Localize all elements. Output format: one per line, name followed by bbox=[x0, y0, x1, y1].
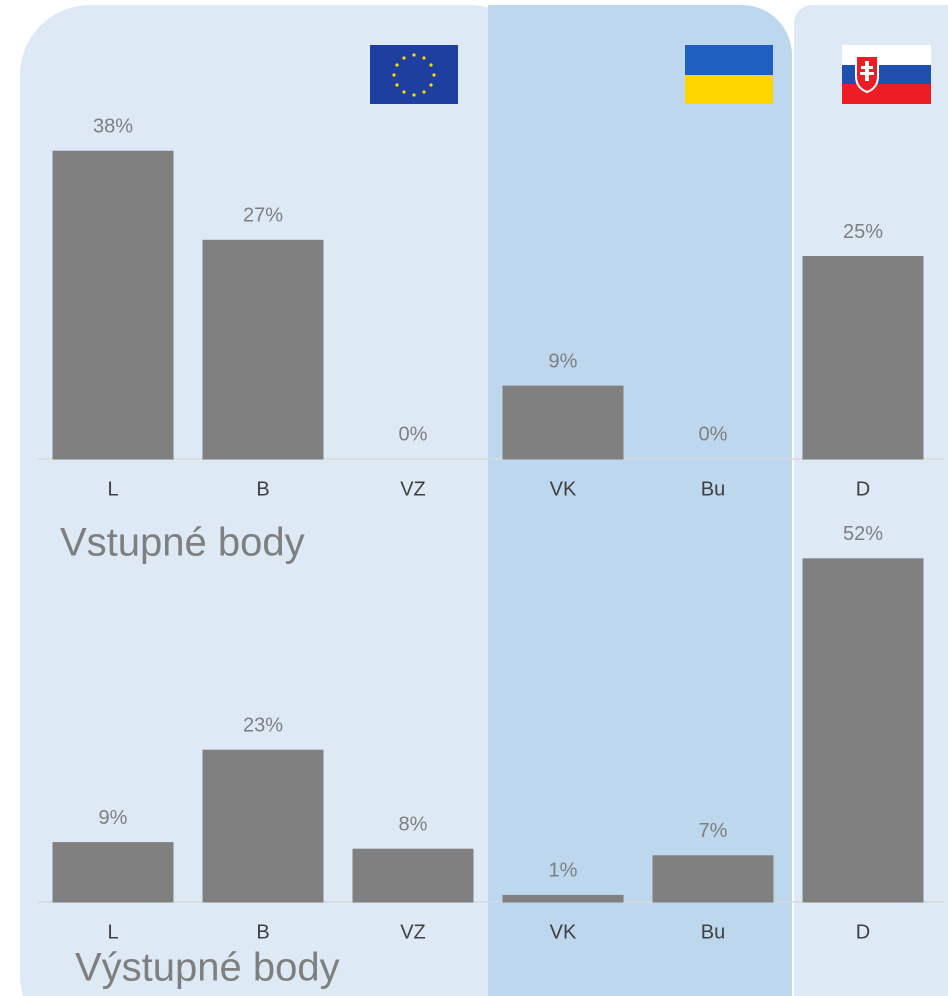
bar bbox=[652, 855, 774, 903]
chart-title: Vstupné body bbox=[60, 521, 305, 565]
bar bbox=[502, 894, 624, 903]
eu-flag bbox=[370, 45, 458, 104]
bar bbox=[502, 385, 624, 460]
sk-flag bbox=[842, 45, 931, 104]
ua-flag bbox=[685, 45, 773, 104]
value-label: 1% bbox=[549, 860, 578, 882]
value-label: 23% bbox=[243, 714, 283, 736]
category-label: VK bbox=[550, 478, 577, 500]
value-label: 52% bbox=[843, 523, 883, 545]
category-label: B bbox=[256, 478, 269, 500]
category-label: Bu bbox=[701, 478, 725, 500]
value-label: 25% bbox=[843, 221, 883, 243]
ua-panel-corner bbox=[488, 5, 548, 205]
category-label: VK bbox=[550, 921, 577, 943]
bar bbox=[352, 848, 474, 903]
bar bbox=[52, 150, 174, 460]
bar bbox=[802, 256, 924, 460]
value-label: 27% bbox=[243, 205, 283, 227]
bar bbox=[52, 842, 174, 903]
value-label: 38% bbox=[93, 115, 133, 137]
ua-panel bbox=[488, 5, 792, 996]
value-label: 7% bbox=[699, 820, 728, 842]
value-label: 9% bbox=[549, 350, 578, 372]
bar bbox=[202, 239, 324, 460]
category-label: D bbox=[856, 478, 870, 500]
category-label: L bbox=[107, 478, 118, 500]
value-label: 0% bbox=[699, 423, 728, 445]
category-label: Bu bbox=[701, 921, 725, 943]
category-label: L bbox=[107, 921, 118, 943]
chart-title: Výstupné body bbox=[75, 946, 340, 990]
category-label: VZ bbox=[400, 478, 426, 500]
value-label: 8% bbox=[399, 813, 428, 835]
category-label: B bbox=[256, 921, 269, 943]
category-label: D bbox=[856, 921, 870, 943]
category-label: VZ bbox=[400, 921, 426, 943]
bar bbox=[802, 558, 924, 903]
value-label: 0% bbox=[399, 423, 428, 445]
value-label: 9% bbox=[99, 807, 128, 829]
bar bbox=[202, 749, 324, 903]
